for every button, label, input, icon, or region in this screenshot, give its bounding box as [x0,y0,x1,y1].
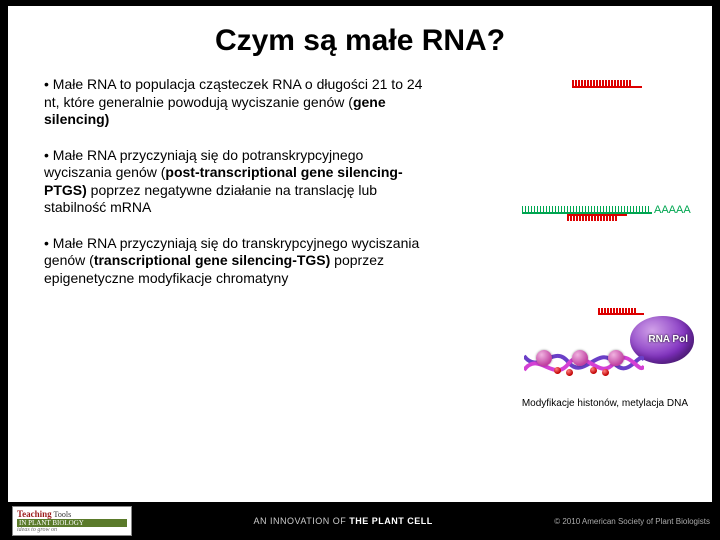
diagram-caption: Modyfikacje histonów, metylacja DNA [522,398,688,409]
bullet-3-bold: transcriptional gene silencing-TGS) [94,252,330,268]
logo-word-2: Tools [52,510,72,519]
bullet-3: • Małe RNA przyczyniają się do transkryp… [44,235,434,288]
teaching-tools-logo: Teaching Tools IN PLANT BIOLOGY ideas to… [12,506,132,536]
logo-word-1: Teaching [17,509,52,519]
methyl-2 [566,369,573,376]
small-rna-on-mrna [567,214,627,221]
methyl-4 [602,369,609,376]
histone-1 [536,350,552,366]
rna-pol-label: RNA Pol [648,334,688,345]
small-rna-icon [572,80,652,88]
small-rna-tgs [598,308,644,315]
histone-3 [608,350,624,366]
diagram-tgs: RNA Pol [524,308,694,388]
copyright: © 2010 American Society of Plant Biologi… [554,517,710,526]
bullet-2-post: poprzez negatywne działanie na translacj… [44,182,377,216]
logo-line-2: IN PLANT BIOLOGY [17,519,127,527]
logo-tagline: ideas to grow on [17,527,127,533]
footer: Teaching Tools IN PLANT BIOLOGY ideas to… [0,502,720,540]
slide-title: Czym są małe RNA? [8,6,712,68]
innovation-pre: AN INNOVATION OF [254,516,350,526]
body: • Małe RNA to populacja cząsteczek RNA o… [8,68,712,287]
diagram-small-rna [572,80,652,110]
methyl-3 [590,367,597,374]
slide: Czym są małe RNA? • Małe RNA to populacj… [8,6,712,502]
innovation-bold: THE PLANT CELL [349,516,433,526]
dna-helix [524,350,644,376]
bullet-1: • Małe RNA to populacja cząsteczek RNA o… [44,76,434,129]
histone-2 [572,350,588,366]
bullet-2: • Małe RNA przyczyniają się do potranskr… [44,147,434,217]
methyl-1 [554,367,561,374]
innovation-text: AN INNOVATION OF THE PLANT CELL [132,516,554,526]
diagram-ptgs: AAAAA [522,198,702,238]
poly-a-tail: AAAAA [654,204,691,216]
